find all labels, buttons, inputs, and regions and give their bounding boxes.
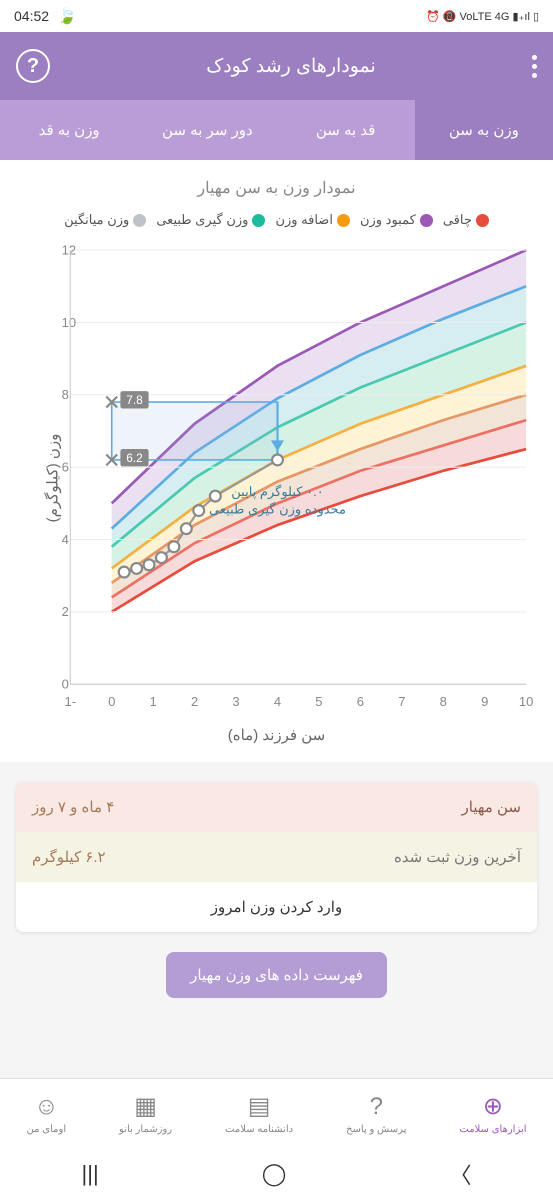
legend-item: کمبود وزن xyxy=(360,212,433,228)
weight-value: ۶.۲ کیلوگرم xyxy=(32,848,106,866)
svg-text:7.8: 7.8 xyxy=(126,393,143,407)
system-nav: ||| ◯ 〈 xyxy=(0,1148,553,1200)
chart-legend: چاقی کمبود وزن اضافه وزن وزن گیری طبیعی وزن … xyxy=(16,212,537,228)
svg-text:8: 8 xyxy=(440,694,447,709)
weight-row: آخرین وزن ثبت شده ۶.۲ کیلوگرم xyxy=(16,832,537,882)
page-title: نمودارهای رشد کودک xyxy=(206,55,376,78)
svg-text:9: 9 xyxy=(481,694,488,709)
svg-text:1: 1 xyxy=(150,694,157,709)
app-header: نمودارهای رشد کودک ? xyxy=(0,32,553,100)
tab[interactable]: دور سر به سن xyxy=(138,100,276,160)
chart-title: نمودار وزن به سن مهیار xyxy=(16,178,537,198)
age-value: ۴ ماه و ۷ روز xyxy=(32,798,114,816)
nav-icon: ☺ xyxy=(34,1093,59,1121)
x-axis-label: سن فرزند (ماه) xyxy=(16,726,537,744)
home-button[interactable]: ◯ xyxy=(262,1161,287,1187)
nav-label: اومای من xyxy=(27,1124,67,1135)
svg-text:8: 8 xyxy=(62,387,69,402)
nav-label: دانشنامه سلامت xyxy=(225,1124,293,1135)
nav-item[interactable]: ? پرسش و پاسخ xyxy=(346,1093,406,1135)
svg-text:2: 2 xyxy=(62,604,69,619)
leaf-icon: 🍃 xyxy=(57,6,77,26)
back-button[interactable]: 〈 xyxy=(449,1158,471,1190)
y-axis-label: وزن (کیلوگرم) xyxy=(43,434,61,523)
status-indicators: ⏰ 📵 VoLTE 4G ▮₊ıl ▯ xyxy=(426,10,539,23)
svg-text:0: 0 xyxy=(62,677,69,692)
legend-item: وزن گیری طبیعی xyxy=(156,212,265,228)
nav-label: روزشمار بانو xyxy=(119,1124,172,1135)
nav-item[interactable]: ▤ دانشنامه سلامت xyxy=(225,1092,293,1135)
svg-text:12: 12 xyxy=(62,242,76,257)
help-icon[interactable]: ? xyxy=(16,49,50,83)
svg-text:10: 10 xyxy=(62,315,76,330)
svg-text:-1: -1 xyxy=(64,694,76,709)
status-bar: 04:52 🍃 ⏰ 📵 VoLTE 4G ▮₊ıl ▯ xyxy=(0,0,553,32)
svg-text:3: 3 xyxy=(232,694,239,709)
svg-text:5: 5 xyxy=(315,694,322,709)
nav-icon: ? xyxy=(370,1093,383,1121)
recent-apps-button[interactable]: ||| xyxy=(82,1161,99,1187)
status-time: 04:52 xyxy=(14,8,49,24)
tabs: وزن به سنقد به سندور سر به سنوزن به قد xyxy=(0,100,553,160)
legend-item: وزن میانگین xyxy=(64,212,146,228)
tab[interactable]: وزن به سن xyxy=(415,100,553,160)
svg-text:۰.۰ کیلوگرم پایین: ۰.۰ کیلوگرم پایین xyxy=(231,484,323,500)
svg-text:6.2: 6.2 xyxy=(126,451,143,465)
svg-text:2: 2 xyxy=(191,694,198,709)
nav-label: پرسش و پاسخ xyxy=(346,1124,406,1135)
svg-text:4: 4 xyxy=(62,532,69,547)
legend-item: چاقی xyxy=(443,212,489,228)
bottom-nav: ⊕ ابزارهای سلامت? پرسش و پاسخ ▤ دانشنامه سلا… xyxy=(0,1078,553,1148)
legend-item: اضافه وزن xyxy=(275,212,350,228)
svg-text:6: 6 xyxy=(357,694,364,709)
svg-text:4: 4 xyxy=(274,694,281,709)
age-row: سن مهیار ۴ ماه و ۷ روز xyxy=(16,782,537,832)
svg-text:7: 7 xyxy=(398,694,405,709)
chart-area: وزن (کیلوگرم) 024681012-10123456789107.8… xyxy=(16,238,537,718)
tab[interactable]: قد به سن xyxy=(277,100,415,160)
nav-item[interactable]: ⊕ ابزارهای سلامت xyxy=(459,1092,526,1135)
nav-item[interactable]: ☺ اومای من xyxy=(27,1093,67,1135)
tab[interactable]: وزن به قد xyxy=(0,100,138,160)
enter-weight-button[interactable]: وارد کردن وزن امروز xyxy=(16,882,537,932)
nav-icon: ▦ xyxy=(134,1092,157,1121)
svg-text:0: 0 xyxy=(108,694,115,709)
svg-text:10: 10 xyxy=(519,694,533,709)
info-cards: سن مهیار ۴ ماه و ۷ روز آخرین وزن ثبت شده… xyxy=(16,782,537,932)
nav-icon: ▤ xyxy=(248,1092,271,1121)
weight-data-list-button[interactable]: فهرست داده های وزن مهیار xyxy=(166,952,387,998)
age-label: سن مهیار xyxy=(462,798,521,816)
svg-text:محدوده وزن گیری طبیعی: محدوده وزن گیری طبیعی xyxy=(209,501,346,517)
nav-icon: ⊕ xyxy=(483,1092,503,1121)
nav-label: ابزارهای سلامت xyxy=(459,1124,526,1135)
growth-chart[interactable]: 024681012-10123456789107.86.2۰.۰ کیلوگرم… xyxy=(16,238,537,718)
weight-label: آخرین وزن ثبت شده xyxy=(394,848,521,866)
menu-icon[interactable] xyxy=(532,55,537,78)
nav-item[interactable]: ▦ روزشمار بانو xyxy=(119,1092,172,1135)
svg-text:6: 6 xyxy=(62,459,69,474)
